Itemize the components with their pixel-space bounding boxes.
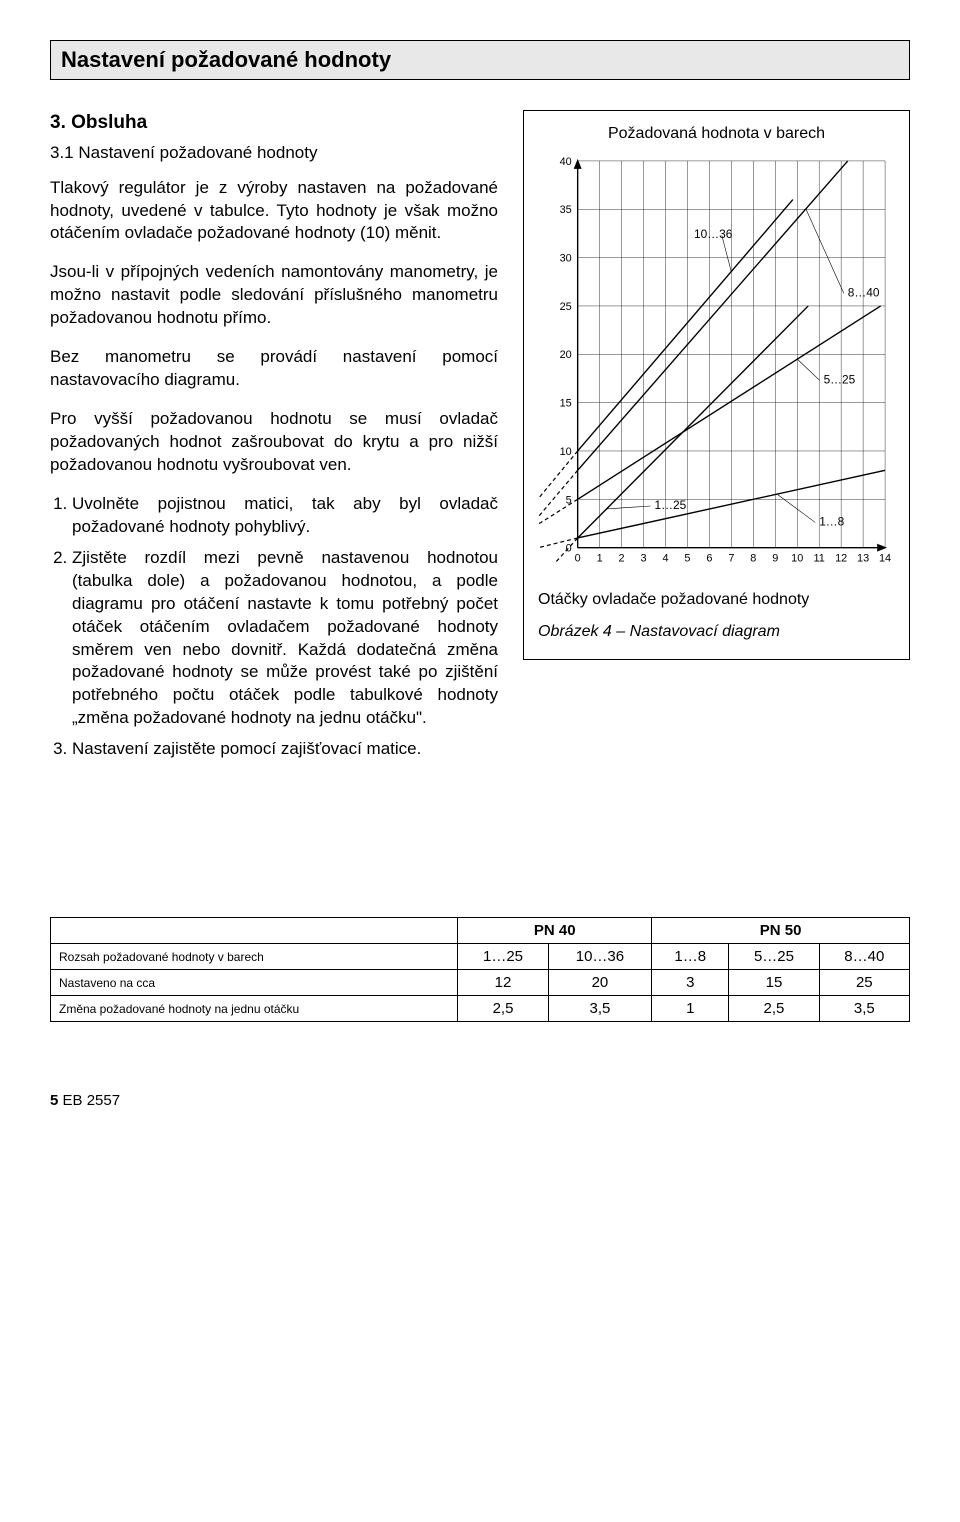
table-head-group: PN 40 (458, 918, 652, 944)
step-item: Zjistěte rozdíl mezi pevně nastavenou ho… (72, 547, 498, 731)
svg-text:10…36: 10…36 (694, 227, 733, 241)
svg-text:8: 8 (750, 553, 756, 565)
table-row: Změna požadované hodnoty na jednu otáčku… (51, 996, 910, 1022)
steps-list: Uvolněte pojistnou matici, tak aby byl o… (50, 493, 498, 761)
table-cell: 12 (458, 970, 548, 996)
paragraph-1: Tlakový regulátor je z výroby nastaven n… (50, 177, 498, 246)
svg-text:10: 10 (791, 553, 803, 565)
table-cell: 1…8 (652, 944, 729, 970)
page-title-bar: Nastavení požadované hodnoty (50, 40, 910, 80)
svg-text:20: 20 (560, 349, 572, 361)
svg-text:3: 3 (641, 553, 647, 565)
table-cell: 3,5 (548, 996, 652, 1022)
svg-text:13: 13 (857, 553, 869, 565)
svg-text:9: 9 (772, 553, 778, 565)
svg-text:15: 15 (560, 398, 572, 410)
svg-text:30: 30 (560, 253, 572, 265)
svg-text:1…25: 1…25 (655, 498, 687, 512)
chart-caption-top: Požadovaná hodnota v barech (538, 125, 895, 143)
svg-text:2: 2 (619, 553, 625, 565)
svg-text:7: 7 (728, 553, 734, 565)
table-cell: 15 (729, 970, 819, 996)
svg-text:14: 14 (879, 553, 891, 565)
table-cell: 10…36 (548, 944, 652, 970)
svg-text:10: 10 (560, 446, 572, 458)
table-row-label: Rozsah požadované hodnoty v barech (51, 944, 458, 970)
svg-text:5…25: 5…25 (824, 372, 856, 386)
section-heading: 3. Obsluha (50, 110, 498, 136)
svg-text:0: 0 (575, 553, 581, 565)
setting-diagram-chart: 01234567891011121314051015202530354010…3… (538, 151, 895, 577)
table-cell: 25 (819, 970, 909, 996)
table-corner (51, 918, 458, 944)
table-cell: 1 (652, 996, 729, 1022)
doc-code: EB 2557 (63, 1092, 121, 1109)
two-column-layout: 3. Obsluha 3.1 Nastavení požadované hodn… (50, 110, 910, 777)
paragraph-3: Bez manometru se provádí nastavení pomoc… (50, 346, 498, 392)
svg-text:1…8: 1…8 (819, 514, 844, 528)
table-cell: 2,5 (458, 996, 548, 1022)
table-cell: 3 (652, 970, 729, 996)
table-cell: 1…25 (458, 944, 548, 970)
table-cell: 20 (548, 970, 652, 996)
svg-text:40: 40 (560, 156, 572, 168)
table-row: Nastaveno na cca122031525 (51, 970, 910, 996)
table-cell: 3,5 (819, 996, 909, 1022)
chart-figure-label: Obrázek 4 – Nastavovací diagram (538, 623, 895, 641)
step-item: Nastavení zajistěte pomocí zajišťovací m… (72, 738, 498, 761)
page-number: 5 (50, 1092, 58, 1109)
page-footer: 5 EB 2557 (50, 1092, 910, 1109)
svg-text:6: 6 (706, 553, 712, 565)
table-head-group: PN 50 (652, 918, 910, 944)
table-cell: 5…25 (729, 944, 819, 970)
svg-text:25: 25 (560, 301, 572, 313)
svg-text:35: 35 (560, 204, 572, 216)
svg-text:4: 4 (662, 553, 668, 565)
svg-text:5: 5 (684, 553, 690, 565)
paragraph-4: Pro vyšší požadovanou hodnotu se musí ov… (50, 408, 498, 477)
step-item: Uvolněte pojistnou matici, tak aby byl o… (72, 493, 498, 539)
table-row: Rozsah požadované hodnoty v barech1…2510… (51, 944, 910, 970)
left-column: 3. Obsluha 3.1 Nastavení požadované hodn… (50, 110, 498, 777)
settings-table: PN 40 PN 50 Rozsah požadované hodnoty v … (50, 917, 910, 1022)
svg-text:11: 11 (814, 553, 825, 565)
table-row-label: Změna požadované hodnoty na jednu otáčku (51, 996, 458, 1022)
paragraph-2: Jsou-li v přípojných vedeních namontován… (50, 261, 498, 330)
table-header-row: PN 40 PN 50 (51, 918, 910, 944)
svg-text:12: 12 (835, 553, 847, 565)
svg-text:1: 1 (597, 553, 603, 565)
chart-caption-xaxis: Otáčky ovladače požadované hodnoty (538, 591, 895, 609)
svg-text:8…40: 8…40 (848, 285, 880, 299)
chart-panel: Požadovaná hodnota v barech 012345678910… (523, 110, 910, 660)
table-cell: 8…40 (819, 944, 909, 970)
table-cell: 2,5 (729, 996, 819, 1022)
subsection-heading: 3.1 Nastavení požadované hodnoty (50, 142, 498, 165)
table-row-label: Nastaveno na cca (51, 970, 458, 996)
